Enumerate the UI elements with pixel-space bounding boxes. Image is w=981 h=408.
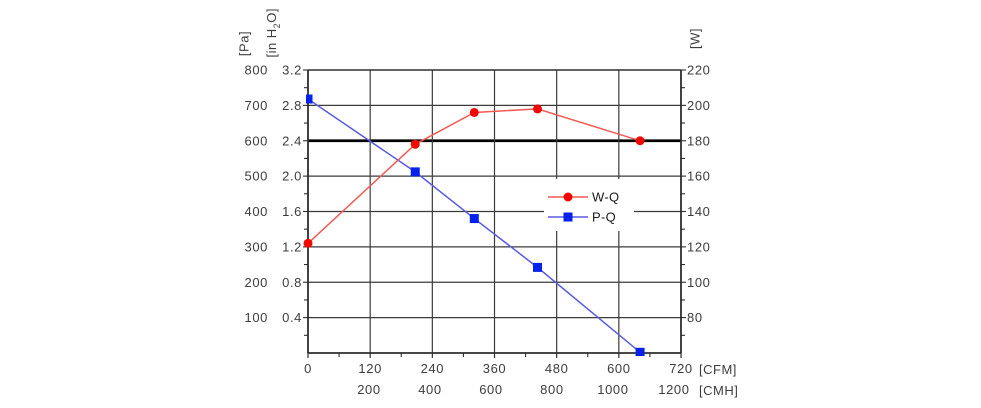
tick-label-cmh: 1000 — [597, 382, 628, 397]
tick-label-w: 140 — [687, 204, 711, 219]
y-axis-title-pa: [Pa] — [237, 14, 252, 74]
x-axis-title-cfm: [CFM] — [699, 362, 737, 377]
tick-label-cfm: 600 — [607, 361, 631, 376]
tick-label-pa: 400 — [245, 204, 269, 219]
tick-label-cmh: 400 — [418, 382, 442, 397]
tick-label-cfm: 120 — [358, 361, 382, 376]
tick-label-w: 220 — [687, 63, 711, 78]
tick-label-pa: 100 — [245, 310, 269, 325]
tick-label-cfm: 240 — [421, 361, 445, 376]
series-p-q-marker — [469, 214, 479, 224]
tick-label-inh2o: 2.0 — [282, 169, 302, 184]
tick-label-pa: 300 — [245, 239, 269, 254]
legend-marker — [563, 192, 573, 202]
series-w-q-marker — [469, 107, 479, 117]
y-axis-title-w-text: [W] — [687, 28, 703, 49]
tick-label-inh2o: 2.8 — [282, 98, 302, 113]
tick-label-inh2o: 1.6 — [282, 204, 302, 219]
tick-label-cmh: 1200 — [658, 382, 689, 397]
tick-label-w: 200 — [687, 98, 711, 113]
tick-label-cfm: 0 — [304, 361, 312, 376]
legend-box — [544, 179, 634, 231]
tick-label-cfm: 360 — [483, 361, 507, 376]
y-axis-title-inh2o-post: O] — [264, 8, 280, 23]
y-axis-title-inh2o-sub: 2 — [271, 22, 282, 29]
series-p-q-marker — [635, 347, 645, 356]
tick-label-pa: 200 — [245, 275, 269, 290]
series-w-q-marker — [532, 104, 542, 114]
tick-label-w: 80 — [687, 310, 703, 325]
tick-label-w: 160 — [687, 169, 711, 184]
series-w-q-marker — [410, 139, 420, 149]
y-axis-title-pa-text: [Pa] — [236, 30, 252, 57]
tick-label-pa: 700 — [245, 98, 269, 113]
legend-label: P-Q — [592, 210, 616, 225]
series-w-q-marker — [303, 238, 313, 248]
tick-label-pa: 600 — [245, 133, 269, 148]
y-axis-title-inh2o-pre: [in H — [264, 28, 280, 58]
tick-label-pa: 500 — [245, 169, 269, 184]
tick-label-w: 180 — [687, 133, 711, 148]
tick-label-cfm: 480 — [545, 361, 569, 376]
tick-label-pa: 800 — [245, 63, 269, 78]
series-w-q-group — [303, 104, 645, 248]
tick-label-w: 100 — [687, 275, 711, 290]
tick-label-inh2o: 0.8 — [282, 275, 302, 290]
series-p-q-group — [306, 94, 645, 356]
series-p-q-marker — [532, 262, 542, 272]
y-axis-title-inh2o: [in H2O] — [264, 0, 282, 71]
tick-label-cmh: 800 — [540, 382, 564, 397]
tick-label-cfm: 720 — [669, 361, 693, 376]
series-p-q-marker — [306, 94, 313, 104]
series-p-q-marker — [410, 167, 420, 177]
legend-label: W-Q — [592, 190, 619, 205]
tick-label-inh2o: 2.4 — [282, 133, 302, 148]
tick-label-inh2o: 0.4 — [282, 310, 302, 325]
x-axis-title-cmh: [CMH] — [699, 383, 739, 398]
tick-label-inh2o: 1.2 — [282, 239, 302, 254]
tick-label-cmh: 600 — [479, 382, 503, 397]
tick-label-w: 120 — [687, 239, 711, 254]
series-w-q-marker — [635, 136, 645, 146]
tick-label-cmh: 200 — [357, 382, 381, 397]
y-axis-title-w: [W] — [688, 17, 703, 61]
tick-label-inh2o: 3.2 — [282, 63, 302, 78]
legend-marker — [563, 212, 573, 222]
